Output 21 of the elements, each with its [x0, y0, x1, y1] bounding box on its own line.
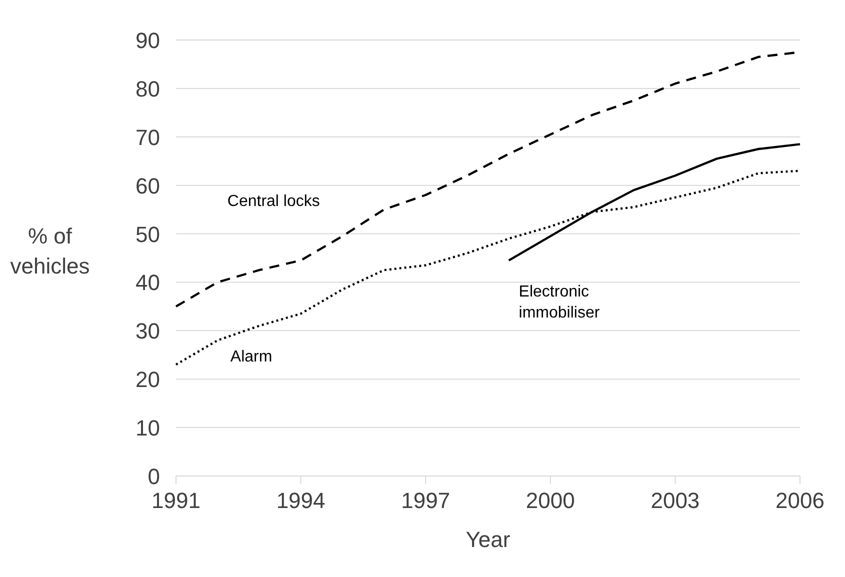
y-tick-label: 0	[148, 464, 160, 489]
x-tick-label: 1997	[401, 488, 450, 513]
y-axis-title: % of vehicles	[10, 223, 90, 278]
y-tick-label: 50	[136, 222, 160, 247]
y-tick-label: 80	[136, 76, 160, 102]
x-tick-label: 2006	[776, 488, 824, 513]
x-tick-label: 1994	[276, 488, 326, 513]
text: Central locks	[227, 193, 320, 210]
y-tick-label: 40	[136, 270, 160, 296]
y-tick-label: 20	[136, 367, 160, 392]
x-tick-label: 2003	[650, 488, 700, 513]
y-tick-label: 30	[136, 318, 160, 344]
y-tick-label: 90	[136, 28, 160, 53]
y-tick-label: 60	[136, 173, 160, 198]
x-axis-title: Year	[466, 527, 510, 552]
y-tick-label: 10	[136, 416, 160, 441]
y-tick-label: 70	[136, 124, 160, 150]
series-label: Electronic immobiliser	[518, 283, 600, 322]
x-tick-label: 1991	[152, 488, 200, 513]
x-tick-label: 2000	[526, 488, 575, 513]
series-label: Alarm	[230, 348, 272, 366]
